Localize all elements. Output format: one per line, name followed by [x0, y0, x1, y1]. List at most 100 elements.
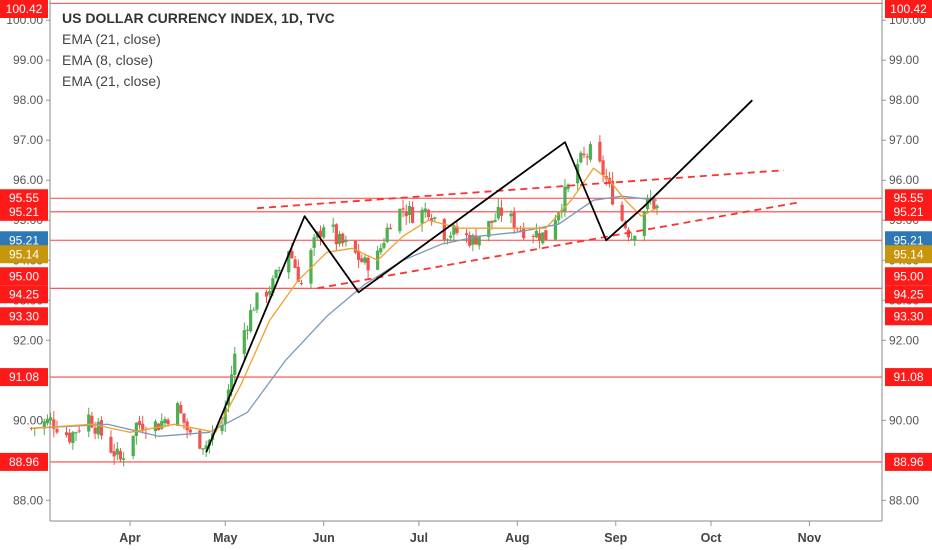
candle-up[interactable]: [407, 205, 411, 216]
candle-up[interactable]: [49, 417, 53, 421]
candle-down[interactable]: [99, 420, 104, 436]
candle-up[interactable]: [87, 414, 91, 432]
candle-down[interactable]: [198, 430, 202, 449]
candle-down[interactable]: [598, 141, 602, 162]
candle-up[interactable]: [398, 209, 402, 232]
candle-up[interactable]: [642, 211, 646, 236]
candle-up[interactable]: [496, 207, 500, 219]
candle-up[interactable]: [277, 270, 281, 272]
candle-up[interactable]: [312, 237, 316, 248]
candle-down[interactable]: [77, 430, 81, 432]
candle-up[interactable]: [252, 309, 256, 311]
candle-down[interactable]: [341, 233, 345, 244]
channel-line-upper[interactable]: [256, 169, 785, 210]
candle-down[interactable]: [512, 212, 516, 229]
candle-up[interactable]: [274, 269, 278, 278]
candle-down[interactable]: [582, 153, 586, 156]
candle-down[interactable]: [109, 436, 113, 453]
candle-up[interactable]: [337, 233, 342, 244]
candle-down[interactable]: [490, 220, 494, 223]
candle-up[interactable]: [344, 240, 348, 243]
candle-up[interactable]: [134, 422, 138, 436]
candle-up[interactable]: [242, 330, 246, 354]
candle-up[interactable]: [633, 235, 637, 241]
candle-up[interactable]: [287, 251, 291, 273]
candle-up[interactable]: [449, 235, 453, 238]
candle-down[interactable]: [185, 421, 189, 431]
candle-down[interactable]: [474, 235, 478, 245]
candle-up[interactable]: [487, 220, 491, 237]
candle-up[interactable]: [42, 421, 46, 429]
candle-up[interactable]: [382, 242, 386, 248]
candle-up[interactable]: [331, 224, 335, 227]
candle-up[interactable]: [201, 448, 205, 450]
candle-up[interactable]: [579, 152, 583, 163]
candle-up[interactable]: [163, 419, 167, 424]
candle-up[interactable]: [204, 445, 208, 449]
candle-up[interactable]: [229, 374, 234, 392]
candle-up[interactable]: [122, 458, 126, 460]
candle-down[interactable]: [55, 429, 59, 433]
candle-down[interactable]: [388, 227, 392, 230]
candle-up[interactable]: [71, 432, 75, 444]
candle-up[interactable]: [423, 208, 427, 212]
candle-down[interactable]: [601, 160, 605, 176]
candle-down[interactable]: [179, 405, 183, 414]
candle-up[interactable]: [96, 421, 100, 435]
candle-down[interactable]: [29, 428, 34, 430]
candle-down[interactable]: [90, 415, 94, 428]
candle-up[interactable]: [534, 230, 538, 238]
candle-down[interactable]: [531, 236, 535, 238]
candle-up[interactable]: [563, 186, 567, 211]
candle-down[interactable]: [293, 259, 297, 268]
candle-down[interactable]: [166, 419, 170, 425]
candle-up[interactable]: [363, 257, 367, 263]
candle-up[interactable]: [566, 184, 570, 190]
ema-21-line[interactable]: [31, 195, 658, 437]
candle-up[interactable]: [271, 278, 275, 293]
candle-down[interactable]: [426, 209, 431, 218]
candle-up[interactable]: [445, 239, 450, 241]
candle-down[interactable]: [93, 427, 97, 434]
candle-down[interactable]: [118, 450, 123, 460]
candle-down[interactable]: [620, 204, 624, 221]
candle-up[interactable]: [433, 217, 437, 219]
candle-up[interactable]: [309, 250, 313, 284]
candle-up[interactable]: [249, 310, 253, 332]
candle-down[interactable]: [410, 206, 415, 223]
candle-up[interactable]: [655, 205, 659, 209]
candle-down[interactable]: [404, 211, 408, 217]
candle-down[interactable]: [366, 257, 370, 271]
candle-down[interactable]: [334, 224, 338, 245]
candle-up[interactable]: [471, 235, 475, 245]
channel-line-lower[interactable]: [317, 201, 801, 290]
ema-8-line[interactable]: [31, 167, 658, 433]
candle-up[interactable]: [131, 435, 135, 457]
candle-up[interactable]: [385, 227, 389, 243]
candle-down[interactable]: [468, 234, 472, 246]
candle-down[interactable]: [188, 429, 192, 433]
candle-up[interactable]: [322, 227, 326, 238]
candle-up[interactable]: [220, 425, 224, 432]
candle-down[interactable]: [353, 240, 358, 253]
candle-down[interactable]: [585, 156, 589, 158]
candle-up[interactable]: [176, 403, 180, 426]
candle-up[interactable]: [255, 292, 259, 310]
candle-up[interactable]: [541, 232, 545, 244]
candle-down[interactable]: [652, 197, 656, 209]
candle-down[interactable]: [137, 420, 142, 426]
candle-down[interactable]: [64, 432, 69, 436]
candle-down[interactable]: [522, 228, 526, 239]
candle-down[interactable]: [360, 258, 364, 262]
candle-down[interactable]: [299, 283, 304, 285]
candle-down[interactable]: [356, 250, 361, 261]
candle-down[interactable]: [296, 266, 300, 282]
candle-down[interactable]: [623, 221, 627, 229]
trend-zigzag-line[interactable]: [205, 99, 753, 453]
candle-down[interactable]: [464, 233, 469, 235]
candle-down[interactable]: [141, 423, 145, 432]
candle-down[interactable]: [537, 233, 542, 241]
candle-up[interactable]: [420, 209, 424, 224]
candle-down[interactable]: [499, 207, 504, 216]
